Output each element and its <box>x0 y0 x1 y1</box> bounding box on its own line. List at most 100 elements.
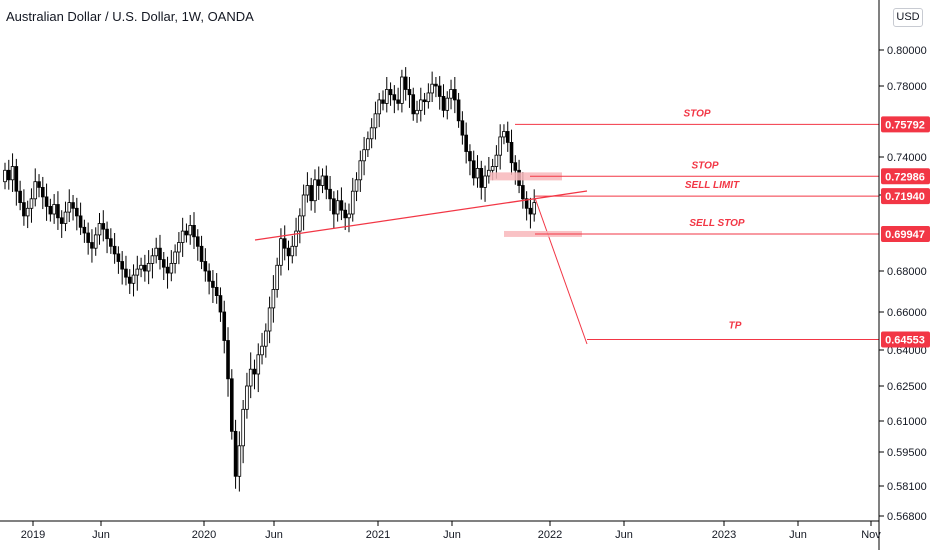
candle-body <box>418 99 423 111</box>
candle-body <box>505 131 510 143</box>
candle <box>328 176 332 211</box>
candle-body <box>67 202 72 213</box>
candle <box>131 264 136 297</box>
candle <box>109 228 113 254</box>
candle-body <box>437 85 442 97</box>
candle <box>411 87 416 121</box>
candle <box>301 184 306 231</box>
candle <box>260 332 264 365</box>
price-tag: 0.64553 <box>881 331 930 348</box>
sell-limit-zone[interactable] <box>490 172 562 181</box>
candle-body <box>135 268 140 276</box>
candle-body <box>52 204 56 215</box>
candle-body <box>328 188 332 200</box>
candle-body <box>86 232 90 243</box>
candle <box>105 221 109 254</box>
candle <box>158 234 162 270</box>
candle-body <box>426 92 431 103</box>
candle-body <box>335 200 340 215</box>
candle <box>313 169 317 213</box>
candle <box>226 327 230 397</box>
candle-body <box>407 89 412 96</box>
candle <box>195 229 200 261</box>
candle <box>320 168 325 194</box>
candle-body <box>139 264 143 270</box>
candle <box>14 158 19 206</box>
candle <box>52 194 56 224</box>
price-tag: 0.75792 <box>881 116 930 133</box>
candle-body <box>498 136 502 156</box>
projection-path-line[interactable] <box>534 197 588 345</box>
candle <box>78 202 83 235</box>
candle-body <box>101 223 106 230</box>
candle <box>354 172 359 202</box>
candle-body <box>120 261 124 270</box>
candle <box>407 77 412 108</box>
candle <box>475 155 480 188</box>
candle <box>169 250 174 282</box>
candle-body <box>180 230 185 243</box>
price-tick-label: 0.61000 <box>887 416 927 428</box>
candle-body <box>37 181 41 188</box>
candle-body <box>388 89 393 96</box>
candle <box>460 111 465 145</box>
candle-body <box>298 215 302 232</box>
price-tag-label: 0.71940 <box>885 191 925 203</box>
candle <box>112 233 117 264</box>
candle-body <box>237 445 242 477</box>
currency-selector[interactable]: USD <box>893 8 923 27</box>
price-tags: 0.75792 0.72986 0.71940 0.69947 0.64553 <box>881 116 930 348</box>
candle-body <box>195 236 200 247</box>
candle-body <box>161 259 166 268</box>
candlestick-series <box>3 67 536 492</box>
candle <box>229 369 234 440</box>
candle-body <box>71 202 75 209</box>
candle <box>279 228 283 276</box>
candle-body <box>124 268 128 278</box>
candle-body <box>528 207 533 215</box>
candle <box>377 92 382 128</box>
candle <box>449 79 453 110</box>
candle <box>294 217 298 257</box>
candle <box>388 82 393 106</box>
candle-body <box>415 109 419 115</box>
candle-body <box>116 253 121 262</box>
candle-body <box>369 127 374 140</box>
candle-body <box>513 162 518 171</box>
candle-body <box>207 270 211 282</box>
chart-title: Australian Dollar / U.S. Dollar, 1W, OAN… <box>6 9 254 24</box>
candle-body <box>316 179 321 186</box>
price-tick-label: 0.80000 <box>887 45 927 57</box>
candle-body <box>456 99 461 122</box>
candle <box>437 76 442 110</box>
candle-body <box>173 251 177 264</box>
candle <box>222 300 227 354</box>
candle-body <box>524 198 529 209</box>
candle <box>418 87 423 122</box>
candle-body <box>150 255 155 264</box>
time-axis[interactable]: 2019 Jun 2020 Jun 2021 Jun 2022 Jun 2023 Jun Nov <box>21 521 882 541</box>
price-tag-bg <box>881 116 930 133</box>
price-tick-label: 0.58100 <box>887 481 927 493</box>
candle <box>358 150 363 192</box>
candle-body <box>282 238 287 249</box>
candle-body <box>214 286 219 296</box>
neckline-trendline[interactable] <box>254 190 588 241</box>
candle-body <box>18 190 22 203</box>
candle <box>207 263 211 295</box>
candle-body <box>347 213 351 219</box>
candle <box>248 352 253 399</box>
candle-body <box>93 234 98 249</box>
candle <box>264 323 268 358</box>
price-tag-label: 0.75792 <box>885 119 925 131</box>
candle <box>124 255 128 286</box>
price-tick-label: 0.66000 <box>887 307 927 319</box>
price-tick-label: 0.62500 <box>887 381 927 393</box>
candle <box>22 189 26 226</box>
candle <box>252 359 257 390</box>
candle-body <box>377 99 382 115</box>
time-tick-label: 2020 <box>192 529 216 541</box>
candle-body <box>154 247 159 257</box>
candle-body <box>75 207 79 217</box>
